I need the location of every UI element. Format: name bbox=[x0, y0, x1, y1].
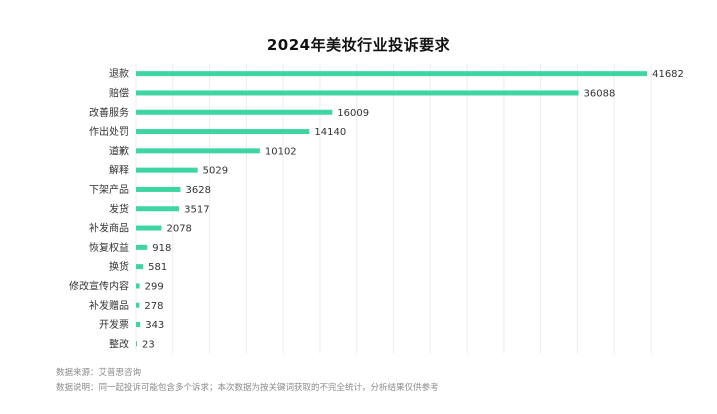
value-label: 581 bbox=[148, 262, 167, 273]
bar bbox=[136, 283, 140, 289]
bar bbox=[136, 341, 137, 347]
chart-title: 2024年美妆行业投诉要求 bbox=[266, 36, 451, 54]
value-label: 343 bbox=[145, 320, 164, 331]
category-label: 补发商品 bbox=[89, 222, 129, 235]
bar bbox=[136, 225, 162, 231]
bar bbox=[136, 167, 198, 173]
category-label: 整改 bbox=[109, 337, 129, 350]
category-label: 开发票 bbox=[99, 318, 129, 331]
source-note: 数据来源：艾普思咨询 bbox=[56, 368, 142, 378]
category-label: 作出处罚 bbox=[89, 125, 129, 138]
value-label: 14140 bbox=[314, 127, 346, 138]
bar bbox=[136, 186, 181, 192]
bar bbox=[136, 244, 148, 250]
category-label: 赔偿 bbox=[109, 86, 129, 99]
category-label: 道歉 bbox=[109, 144, 129, 157]
value-label: 299 bbox=[145, 281, 164, 292]
value-label: 5029 bbox=[203, 166, 228, 177]
value-label: 278 bbox=[144, 301, 163, 312]
bar bbox=[136, 302, 140, 308]
category-label: 恢复权益 bbox=[89, 241, 129, 254]
bar bbox=[136, 90, 579, 96]
value-label: 3517 bbox=[184, 204, 209, 215]
bar bbox=[136, 129, 310, 135]
category-label: 发货 bbox=[109, 202, 129, 215]
bar bbox=[136, 206, 180, 212]
bar bbox=[136, 322, 141, 328]
value-label: 23 bbox=[142, 339, 155, 350]
value-label: 3628 bbox=[185, 185, 210, 196]
category-label: 修改宣传内容 bbox=[69, 279, 129, 292]
bar bbox=[136, 109, 333, 115]
value-label: 918 bbox=[152, 243, 171, 254]
value-label: 2078 bbox=[166, 224, 191, 235]
value-label: 36088 bbox=[584, 88, 616, 99]
category-label: 下架产品 bbox=[89, 183, 129, 196]
category-label: 解释 bbox=[109, 164, 129, 177]
value-label: 10102 bbox=[265, 146, 297, 157]
bar bbox=[136, 264, 144, 270]
value-label: 16009 bbox=[337, 108, 369, 119]
value-label: 41682 bbox=[652, 69, 684, 80]
bar bbox=[136, 148, 260, 154]
category-label: 补发赠品 bbox=[89, 299, 129, 312]
category-label: 退款 bbox=[109, 67, 129, 80]
category-label: 改善服务 bbox=[89, 106, 129, 119]
bar bbox=[136, 71, 648, 77]
data-note: 数据说明：同一起投诉可能包含多个诉求；本次数据为按关键词获取的不完全统计，分析结… bbox=[56, 383, 439, 393]
category-label: 换货 bbox=[109, 260, 129, 273]
